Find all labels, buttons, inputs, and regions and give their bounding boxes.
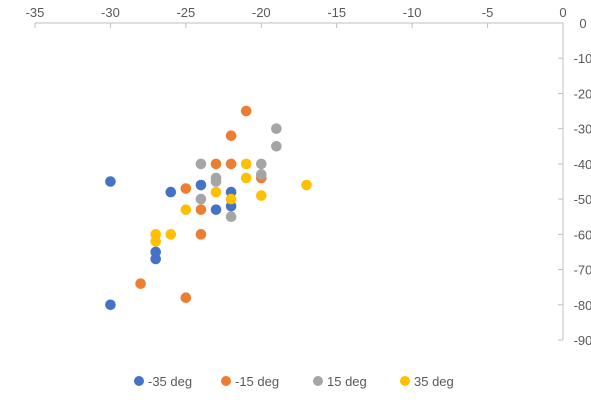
x-tick-label: -35	[26, 5, 45, 20]
data-point-series-2	[195, 158, 207, 170]
data-point-series-2	[225, 211, 237, 223]
legend: -35 deg -15 deg 15 deg 35 deg	[134, 374, 454, 389]
data-point-series-1	[240, 105, 252, 117]
y-tick-label: -40	[574, 157, 591, 172]
data-point-series-2	[255, 158, 267, 170]
data-point-series-3	[165, 229, 177, 240]
y-tick-label: -50	[574, 192, 591, 207]
data-point-series-1	[195, 204, 207, 215]
data-point-series-3	[255, 190, 267, 201]
y-tick-label: -20	[574, 86, 591, 101]
data-point-series-2	[195, 193, 207, 205]
data-point-series-3	[150, 236, 161, 247]
data-point-series-1	[225, 158, 237, 170]
x-tick-label: -25	[176, 5, 195, 20]
legend-label: -35 deg	[148, 374, 192, 389]
data-point-series-0	[105, 176, 116, 187]
legend-label: 35 deg	[414, 374, 454, 389]
data-point-series-3	[240, 172, 252, 184]
chart-axes	[35, 22, 564, 340]
data-point-series-1	[135, 278, 146, 289]
legend-marker	[134, 376, 144, 386]
x-axis-ticks: -35 -30 -25 -20 -15 -10 -5 0	[26, 5, 567, 28]
data-point-series-0	[210, 204, 222, 215]
data-point-series-2	[271, 123, 282, 134]
x-tick-label: 0	[559, 5, 566, 20]
data-point-series-0	[105, 299, 116, 311]
data-point-series-3	[225, 193, 237, 205]
y-tick-label: 0	[579, 16, 586, 31]
x-tick-label: -30	[101, 5, 120, 20]
legend-marker	[313, 376, 323, 386]
y-tick-label: -70	[574, 263, 591, 278]
data-point-series-0	[165, 186, 177, 198]
data-point-series-3	[180, 204, 192, 215]
x-tick-label: -5	[482, 5, 494, 20]
data-point-series-3	[301, 179, 312, 191]
x-tick-label: -20	[252, 5, 271, 20]
y-axis-ticks: 0 -10 -20 -30 -40 -50 -60 -70 -80 -90	[558, 16, 591, 348]
y-tick-label: -10	[574, 51, 591, 66]
data-point-series-1	[195, 229, 207, 240]
y-tick-label: -90	[574, 333, 591, 348]
x-tick-label: -10	[403, 5, 422, 20]
data-point-series-1	[225, 130, 237, 142]
data-point-series-0	[150, 253, 161, 265]
legend-marker	[221, 376, 231, 386]
data-point-series-2	[255, 169, 267, 180]
legend-marker	[400, 376, 410, 386]
legend-label: 15 deg	[327, 374, 367, 389]
data-points	[105, 105, 312, 311]
data-point-series-3	[210, 186, 222, 198]
data-point-series-2	[271, 140, 282, 152]
data-point-series-1	[180, 183, 192, 194]
data-point-series-1	[210, 158, 222, 170]
data-point-series-0	[195, 179, 207, 191]
x-tick-label: -15	[327, 5, 346, 20]
data-point-series-3	[240, 158, 252, 170]
y-tick-label: -60	[574, 227, 591, 242]
y-tick-label: -30	[574, 122, 591, 137]
data-point-series-1	[180, 292, 192, 304]
legend-label: -15 deg	[235, 374, 279, 389]
data-point-series-2	[210, 176, 222, 187]
y-tick-label: -80	[574, 298, 591, 313]
